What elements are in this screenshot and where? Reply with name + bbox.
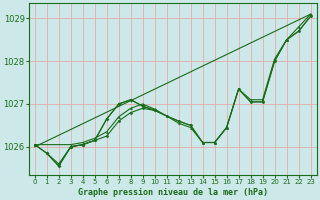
X-axis label: Graphe pression niveau de la mer (hPa): Graphe pression niveau de la mer (hPa) <box>78 188 268 197</box>
